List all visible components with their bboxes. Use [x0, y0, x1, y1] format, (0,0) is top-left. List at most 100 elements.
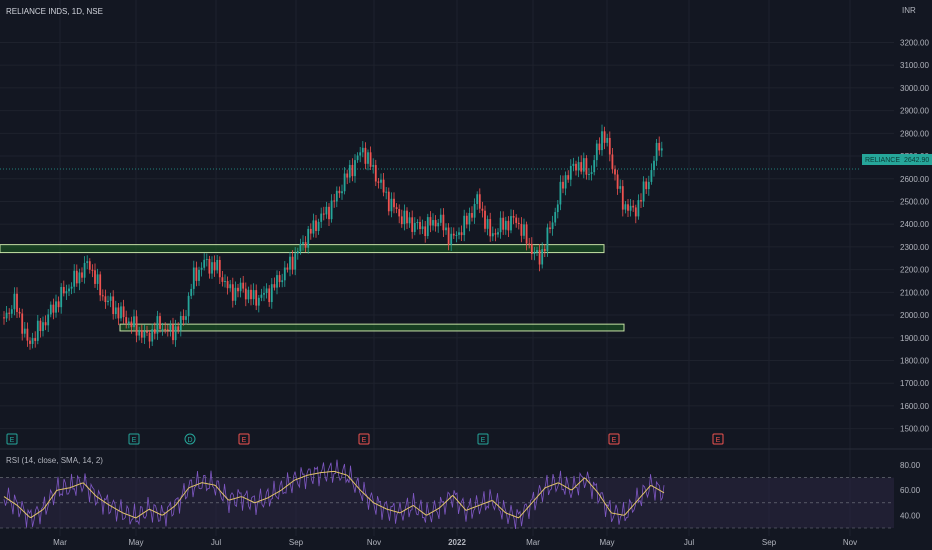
candle-body	[226, 281, 229, 289]
candle-body	[346, 173, 349, 178]
badge-letter: E	[716, 437, 721, 444]
candle-body	[143, 331, 146, 338]
y-tick-label: 2200.00	[900, 266, 929, 275]
candle-body	[546, 227, 549, 251]
rsi-tick-label: 40.00	[900, 511, 921, 520]
candle-body	[330, 200, 333, 220]
candle-body	[499, 217, 502, 233]
x-tick-label: Nov	[367, 538, 381, 547]
x-tick-label: Sep	[289, 538, 304, 547]
candle-body	[130, 321, 133, 328]
y-tick-label: 2100.00	[900, 288, 929, 297]
candle-body	[159, 316, 161, 329]
candle-body	[442, 214, 445, 231]
candle-body	[10, 309, 13, 314]
candle-body	[190, 288, 193, 296]
candle-body	[224, 281, 226, 283]
candle-body	[55, 301, 57, 313]
candle-body	[211, 262, 213, 274]
candle-body	[619, 186, 622, 189]
candle-body	[577, 162, 580, 171]
candle-body	[582, 158, 585, 172]
candle-body	[549, 227, 551, 229]
y-tick-label: 2800.00	[900, 129, 929, 138]
candle-body	[341, 191, 343, 194]
candle-body	[16, 293, 18, 312]
candle-body	[572, 163, 575, 166]
candle-body	[603, 131, 606, 143]
badge-letter: E	[242, 437, 247, 444]
badge-shape	[608, 433, 620, 445]
candle-body	[205, 258, 208, 260]
candle-body	[382, 179, 385, 193]
candle-body	[239, 282, 242, 292]
candle-body	[377, 181, 380, 183]
candle-body	[536, 250, 538, 253]
rsi-ma-line	[3, 470, 665, 519]
rsi-title: RSI (14, close, SMA, 14, 2)	[6, 456, 103, 465]
rsi-pane	[0, 459, 894, 529]
candle-body	[263, 293, 265, 295]
candle-body	[29, 340, 31, 344]
candle-body	[65, 291, 68, 294]
candle-body	[247, 289, 250, 300]
candle-body	[296, 251, 299, 254]
x-tick-label: Jul	[684, 538, 694, 547]
candle-body	[231, 284, 234, 301]
candle-body	[99, 274, 102, 296]
rsi-tick-label: 80.00	[900, 461, 921, 470]
candle-body	[109, 296, 112, 301]
candle-body	[590, 172, 593, 174]
candle-body	[107, 300, 109, 303]
candle-body	[364, 147, 367, 164]
candle-body	[497, 232, 499, 235]
candle-body	[374, 165, 377, 182]
x-tick-label: Mar	[526, 538, 540, 547]
candle-body	[653, 160, 655, 171]
price-tag-value: 2642.90	[904, 157, 929, 164]
badge-letter: E	[612, 437, 617, 444]
candle-body	[543, 249, 546, 251]
candle-body	[213, 262, 216, 271]
candle-body	[148, 332, 151, 342]
candle-body	[294, 253, 297, 270]
candle-body	[580, 162, 583, 172]
candle-body	[60, 287, 63, 308]
candle-body	[463, 215, 466, 236]
candle-body	[312, 220, 315, 234]
candle-body	[569, 165, 572, 180]
y-tick-label: 3000.00	[900, 84, 929, 93]
candle-body	[234, 287, 237, 301]
x-tick-label: May	[599, 538, 614, 547]
candle-body	[465, 215, 468, 225]
candle-body	[62, 287, 65, 294]
candle-body	[406, 210, 408, 224]
candle-body	[68, 288, 70, 292]
candle-body	[515, 217, 518, 223]
candle-body	[369, 152, 372, 167]
candle-body	[229, 284, 232, 289]
candle-body	[367, 152, 369, 164]
candle-body	[575, 163, 577, 171]
badge-shape	[358, 433, 370, 445]
candle-body	[156, 316, 159, 334]
candle-body	[494, 233, 497, 235]
candle-body	[481, 208, 484, 211]
candle-body	[523, 224, 525, 236]
candle-body	[629, 205, 632, 211]
candle-body	[268, 288, 271, 303]
candle-body	[86, 261, 89, 263]
badge-shape	[238, 433, 250, 445]
candle-body	[601, 131, 603, 151]
candle-body	[426, 217, 429, 237]
candle-body	[317, 221, 320, 231]
candle-body	[302, 242, 304, 244]
candle-body	[525, 224, 528, 244]
candle-body	[520, 223, 523, 236]
candle-body	[632, 205, 635, 208]
candle-body	[278, 275, 281, 283]
candle-body	[146, 331, 148, 333]
y-tick-label: 2300.00	[900, 243, 929, 252]
candle-body	[393, 198, 395, 208]
